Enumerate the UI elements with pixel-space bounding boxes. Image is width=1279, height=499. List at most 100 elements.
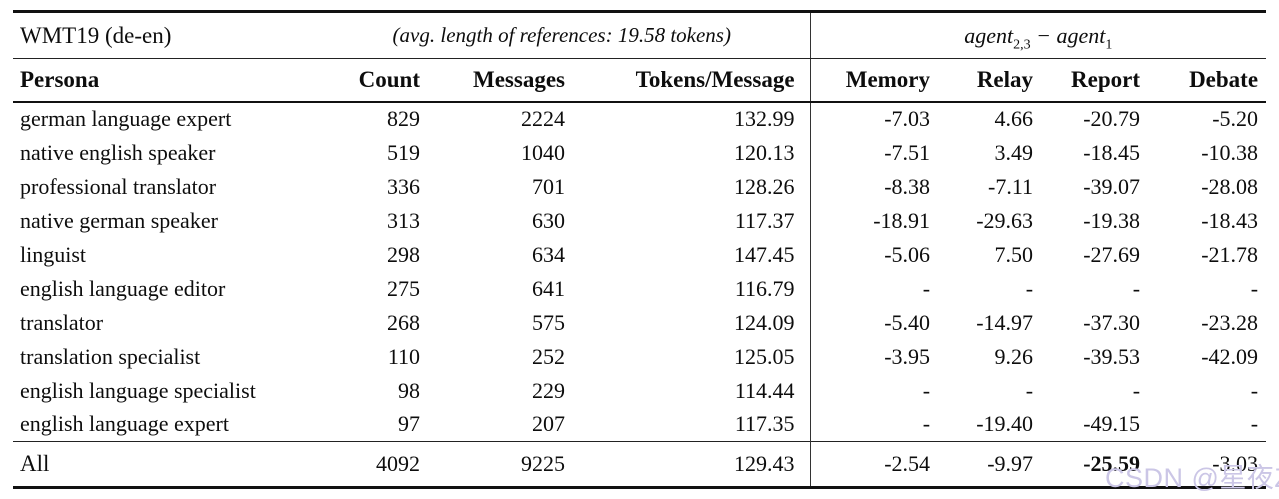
agent-term-1: agent [964, 22, 1014, 48]
debate-cell: - [1250, 275, 1259, 301]
relay-cell: 4.66 [994, 106, 1034, 131]
table-row: english language editor 275 641 116.79 -… [13, 271, 1266, 306]
persona-cell: english language editor [20, 275, 226, 301]
memory-cell: -18.91 [809, 203, 931, 238]
count-cell: 313 [387, 207, 420, 233]
relay-cell: -29.63 [976, 207, 1034, 233]
col-header-count: Count [327, 58, 420, 103]
memory-cell: -5.40 [809, 305, 931, 340]
report-cell: -49.15 [1083, 411, 1141, 437]
total-row: All 4092 9225 129.43 -2.54 -9.97 -25.59 … [13, 441, 1267, 488]
tokens-cell: 147.45 [734, 241, 795, 267]
messages-cell: 9225 [420, 441, 565, 488]
persona-cell: native english speaker [20, 139, 216, 165]
table-title-row: WMT19 (de-en) (avg. length of references… [13, 11, 1267, 59]
debate-cell: -42.09 [1201, 343, 1259, 369]
debate-cell: -10.38 [1201, 139, 1259, 165]
table-row: native english speaker 519 1040 120.13 -… [13, 135, 1266, 170]
total-label: All [13, 441, 327, 488]
memory-cell: -3.95 [809, 339, 931, 374]
memory-cell: - [809, 271, 931, 306]
debate-cell: -18.43 [1201, 207, 1259, 233]
messages-cell: 575 [532, 309, 565, 335]
messages-cell: 252 [532, 343, 565, 369]
debate-cell: -5.20 [1212, 106, 1259, 131]
table-row: german language expert 829 2224 132.99 -… [13, 101, 1266, 136]
watermark: CSDN @星夜Zn [1105, 463, 1279, 493]
debate-cell: - [1250, 411, 1259, 437]
column-header-row: Persona Count Messages Tokens/Message Me… [13, 58, 1267, 103]
persona-cell: translation specialist [20, 343, 201, 369]
debate-cell: -28.08 [1201, 173, 1259, 199]
persona-cell: native german speaker [20, 207, 218, 233]
col-header-debate: Debate [1140, 58, 1267, 103]
report-cell-best: -25.59 [1033, 441, 1141, 488]
count-cell: 97 [398, 411, 420, 437]
count-cell: 268 [387, 309, 420, 335]
memory-cell: -5.06 [809, 237, 931, 272]
memory-cell: - [809, 407, 931, 442]
messages-cell: 229 [532, 377, 565, 403]
relay-cell: 3.49 [994, 139, 1034, 165]
count-cell: 829 [387, 106, 420, 131]
report-cell: - [1132, 275, 1141, 301]
tokens-cell: 117.35 [734, 411, 795, 437]
tokens-cell: 132.99 [734, 106, 795, 131]
table-row: english language specialist 98 229 114.4… [13, 373, 1266, 408]
messages-cell: 634 [532, 241, 565, 267]
count-cell: 298 [387, 241, 420, 267]
debate-cell: - [1250, 377, 1259, 403]
tokens-cell: 129.43 [565, 441, 811, 488]
col-header-relay: Relay [930, 58, 1034, 103]
tokens-cell: 125.05 [734, 343, 795, 369]
report-cell: -19.38 [1083, 207, 1141, 233]
memory-cell: -2.54 [809, 441, 931, 488]
messages-cell: 641 [532, 275, 565, 301]
minus-operator: − [1030, 22, 1057, 48]
table-row: english language expert 97 207 117.35 - … [13, 407, 1266, 442]
tokens-cell: 120.13 [734, 139, 795, 165]
debate-cell: -21.78 [1201, 241, 1259, 267]
report-cell: -37.30 [1083, 309, 1141, 335]
agent-sub-2: 1 [1105, 36, 1113, 52]
tokens-cell: 124.09 [734, 309, 795, 335]
count-cell: 336 [387, 173, 420, 199]
debate-cell: -23.28 [1201, 309, 1259, 335]
messages-cell: 630 [532, 207, 565, 233]
messages-cell: 701 [532, 173, 565, 199]
tokens-cell: 117.37 [734, 207, 795, 233]
tokens-cell: 114.44 [734, 377, 795, 403]
persona-cell: professional translator [20, 173, 217, 199]
col-header-report: Report [1033, 58, 1141, 103]
agent-sub-1: 2,3 [1013, 36, 1031, 52]
table-row: translator 268 575 124.09 -5.40 -14.97 -… [13, 305, 1266, 340]
col-header-messages: Messages [420, 58, 565, 103]
count-cell: 519 [387, 139, 420, 165]
col-header-persona: Persona [13, 58, 327, 103]
debate-cell: -3.03 [1140, 441, 1267, 488]
relay-cell: -7.11 [988, 173, 1034, 199]
memory-cell: - [809, 373, 931, 408]
references-note: (avg. length of references: 19.58 tokens… [327, 11, 811, 59]
persona-cell: linguist [20, 241, 87, 267]
messages-cell: 207 [532, 411, 565, 437]
col-header-memory: Memory [809, 58, 931, 103]
persona-cell: translator [20, 309, 104, 335]
col-header-tokens: Tokens/Message [565, 58, 811, 103]
relay-cell: -9.97 [930, 441, 1034, 488]
tokens-cell: 128.26 [734, 173, 795, 199]
agent-formula: agent2,3 − agent1 [809, 11, 1267, 59]
persona-cell: english language expert [20, 411, 229, 437]
results-table: WMT19 (de-en) (avg. length of references… [13, 10, 1267, 489]
relay-cell: -19.40 [976, 411, 1034, 437]
table-row: professional translator 336 701 128.26 -… [13, 169, 1266, 204]
memory-cell: -7.51 [809, 135, 931, 170]
count-cell: 275 [387, 275, 420, 301]
report-cell: -20.79 [1083, 106, 1141, 131]
relay-cell: - [1025, 275, 1034, 301]
count-cell: 98 [398, 377, 420, 403]
tokens-cell: 116.79 [734, 275, 795, 301]
persona-cell: english language specialist [20, 377, 256, 403]
count-cell: 4092 [327, 441, 420, 488]
